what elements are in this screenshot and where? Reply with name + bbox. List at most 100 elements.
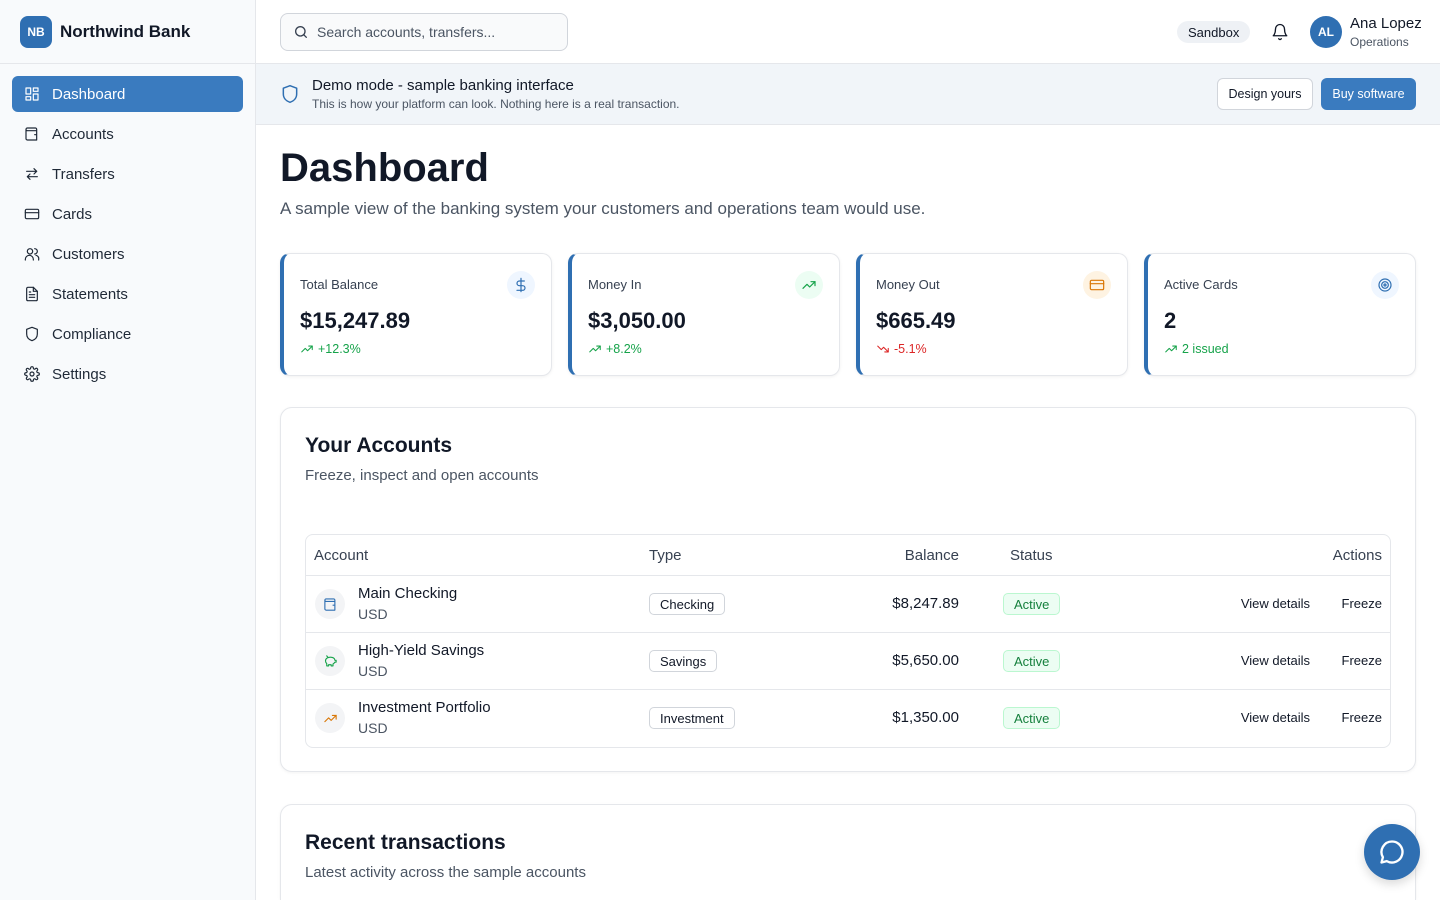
sidebar: NB Northwind Bank Dashboard Accounts Tra… [0, 0, 256, 900]
credit-card-icon [24, 206, 40, 222]
account-name: Main Checking [358, 585, 458, 602]
users-icon [24, 246, 40, 262]
column-header-balance: Balance [904, 546, 959, 564]
target-icon [1371, 271, 1399, 299]
stat-delta: -5.1% [876, 342, 927, 356]
dashboard-icon [24, 86, 40, 102]
view-details-button[interactable]: View details [1240, 653, 1310, 668]
stat-delta-text: -5.1% [894, 342, 927, 356]
account-type-badge: Savings [649, 650, 718, 672]
topbar: Sandbox AL Ana Lopez Operations [256, 0, 1440, 64]
stat-value: 2 [1164, 308, 1177, 333]
shield-icon [24, 326, 40, 342]
account-type-badge: Checking [649, 593, 726, 615]
credit-card-icon [1083, 271, 1111, 299]
piggy-bank-icon [315, 646, 345, 676]
buy-software-button[interactable]: Buy software [1321, 78, 1416, 110]
page-subtitle: A sample view of the banking system your… [280, 199, 926, 218]
stat-label: Money In [588, 277, 642, 292]
stat-delta-text: 2 issued [1182, 342, 1229, 356]
panel-title: Recent transactions [305, 831, 506, 854]
trending-up-icon [315, 703, 345, 733]
sidebar-item-label: Statements [52, 285, 128, 303]
view-details-button[interactable]: View details [1240, 596, 1310, 611]
account-type-badge: Investment [649, 707, 735, 729]
sidebar-item-statements[interactable]: Statements [12, 276, 243, 312]
stat-delta-text: +8.2% [606, 342, 642, 356]
stat-card-money-out: Money Out $665.49 -5.1% [856, 253, 1128, 376]
gear-icon [24, 366, 40, 382]
notifications-button[interactable] [1271, 23, 1289, 41]
table-header: Account Type Balance Status Actions [306, 535, 1390, 576]
stat-card-money-in: Money In $3,050.00 +8.2% [568, 253, 840, 376]
account-currency: USD [358, 663, 388, 679]
stat-delta: 2 issued [1164, 342, 1229, 356]
page-title: Dashboard [280, 146, 489, 190]
document-icon [24, 286, 40, 302]
sidebar-item-label: Cards [52, 205, 93, 223]
stat-value: $15,247.89 [300, 308, 411, 333]
demo-banner: Demo mode - sample banking interface Thi… [256, 64, 1440, 125]
sidebar-item-compliance[interactable]: Compliance [12, 316, 243, 352]
sidebar-item-label: Compliance [52, 325, 132, 343]
sidebar-item-customers[interactable]: Customers [12, 236, 243, 272]
sidebar-item-label: Customers [52, 245, 125, 263]
account-balance: $5,650.00 [892, 652, 959, 669]
search-box[interactable] [280, 13, 568, 51]
brand-logo: NB [20, 15, 52, 48]
stat-value: $665.49 [876, 308, 956, 333]
sidebar-item-label: Accounts [52, 125, 114, 143]
status-badge: Active [1003, 593, 1061, 615]
design-yours-button[interactable]: Design yours [1217, 78, 1313, 110]
sidebar-item-transfers[interactable]: Transfers [12, 156, 243, 192]
sidebar-item-label: Dashboard [52, 85, 126, 103]
status-badge: Active [1003, 707, 1061, 729]
stat-value: $3,050.00 [588, 308, 686, 333]
sidebar-item-settings[interactable]: Settings [12, 356, 243, 392]
freeze-button[interactable]: Freeze [1341, 653, 1382, 668]
view-details-button[interactable]: View details [1240, 710, 1310, 725]
freeze-button[interactable]: Freeze [1341, 596, 1382, 611]
stat-card-active-cards: Active Cards 2 2 issued [1144, 253, 1416, 376]
stat-delta: +8.2% [588, 342, 642, 356]
stat-card-total-balance: Total Balance $15,247.89 +12.3% [280, 253, 552, 376]
wallet-icon [24, 126, 40, 142]
environment-badge: Sandbox [1177, 21, 1251, 43]
account-balance: $1,350.00 [892, 709, 959, 726]
account-balance: $8,247.89 [892, 595, 959, 612]
account-currency: USD [358, 606, 388, 622]
avatar[interactable]: AL [1310, 16, 1342, 48]
chat-button[interactable] [1364, 824, 1420, 880]
sidebar-item-accounts[interactable]: Accounts [12, 116, 243, 152]
user-role: Operations [1350, 35, 1409, 49]
banner-title: Demo mode - sample banking interface [312, 77, 574, 94]
account-name: High-Yield Savings [358, 642, 485, 659]
accounts-table: Account Type Balance Status Actions Main… [305, 534, 1391, 748]
column-header-status: Status [1010, 546, 1053, 564]
dollar-icon [507, 271, 535, 299]
stat-label: Money Out [876, 277, 940, 292]
column-header-actions: Actions [1332, 546, 1382, 564]
trending-down-icon [877, 345, 889, 353]
sidebar-item-label: Settings [52, 365, 107, 383]
trending-up-icon [795, 271, 823, 299]
table-row: High-Yield Savings USD Savings $5,650.00… [306, 633, 1390, 690]
table-row: Main Checking USD Checking $8,247.89 Act… [306, 576, 1390, 633]
search-input[interactable] [317, 24, 557, 40]
trending-up-icon [589, 345, 601, 353]
panel-subtitle: Latest activity across the sample accoun… [305, 864, 586, 881]
bell-icon [1272, 23, 1288, 41]
freeze-button[interactable]: Freeze [1341, 710, 1382, 725]
chat-bubble-icon [1380, 840, 1404, 864]
trending-up-icon [1165, 345, 1177, 353]
user-name[interactable]: Ana Lopez [1350, 15, 1422, 32]
search-icon [295, 26, 307, 38]
sidebar-item-dashboard[interactable]: Dashboard [12, 76, 243, 112]
column-header-account: Account [314, 546, 369, 564]
panel-title: Your Accounts [305, 434, 453, 457]
sidebar-item-label: Transfers [52, 165, 115, 183]
transactions-panel: Recent transactions Latest activity acro… [280, 804, 1416, 900]
accounts-panel: Your Accounts Freeze, inspect and open a… [280, 407, 1416, 772]
sidebar-item-cards[interactable]: Cards [12, 196, 243, 232]
brand[interactable]: NB Northwind Bank [0, 0, 255, 64]
